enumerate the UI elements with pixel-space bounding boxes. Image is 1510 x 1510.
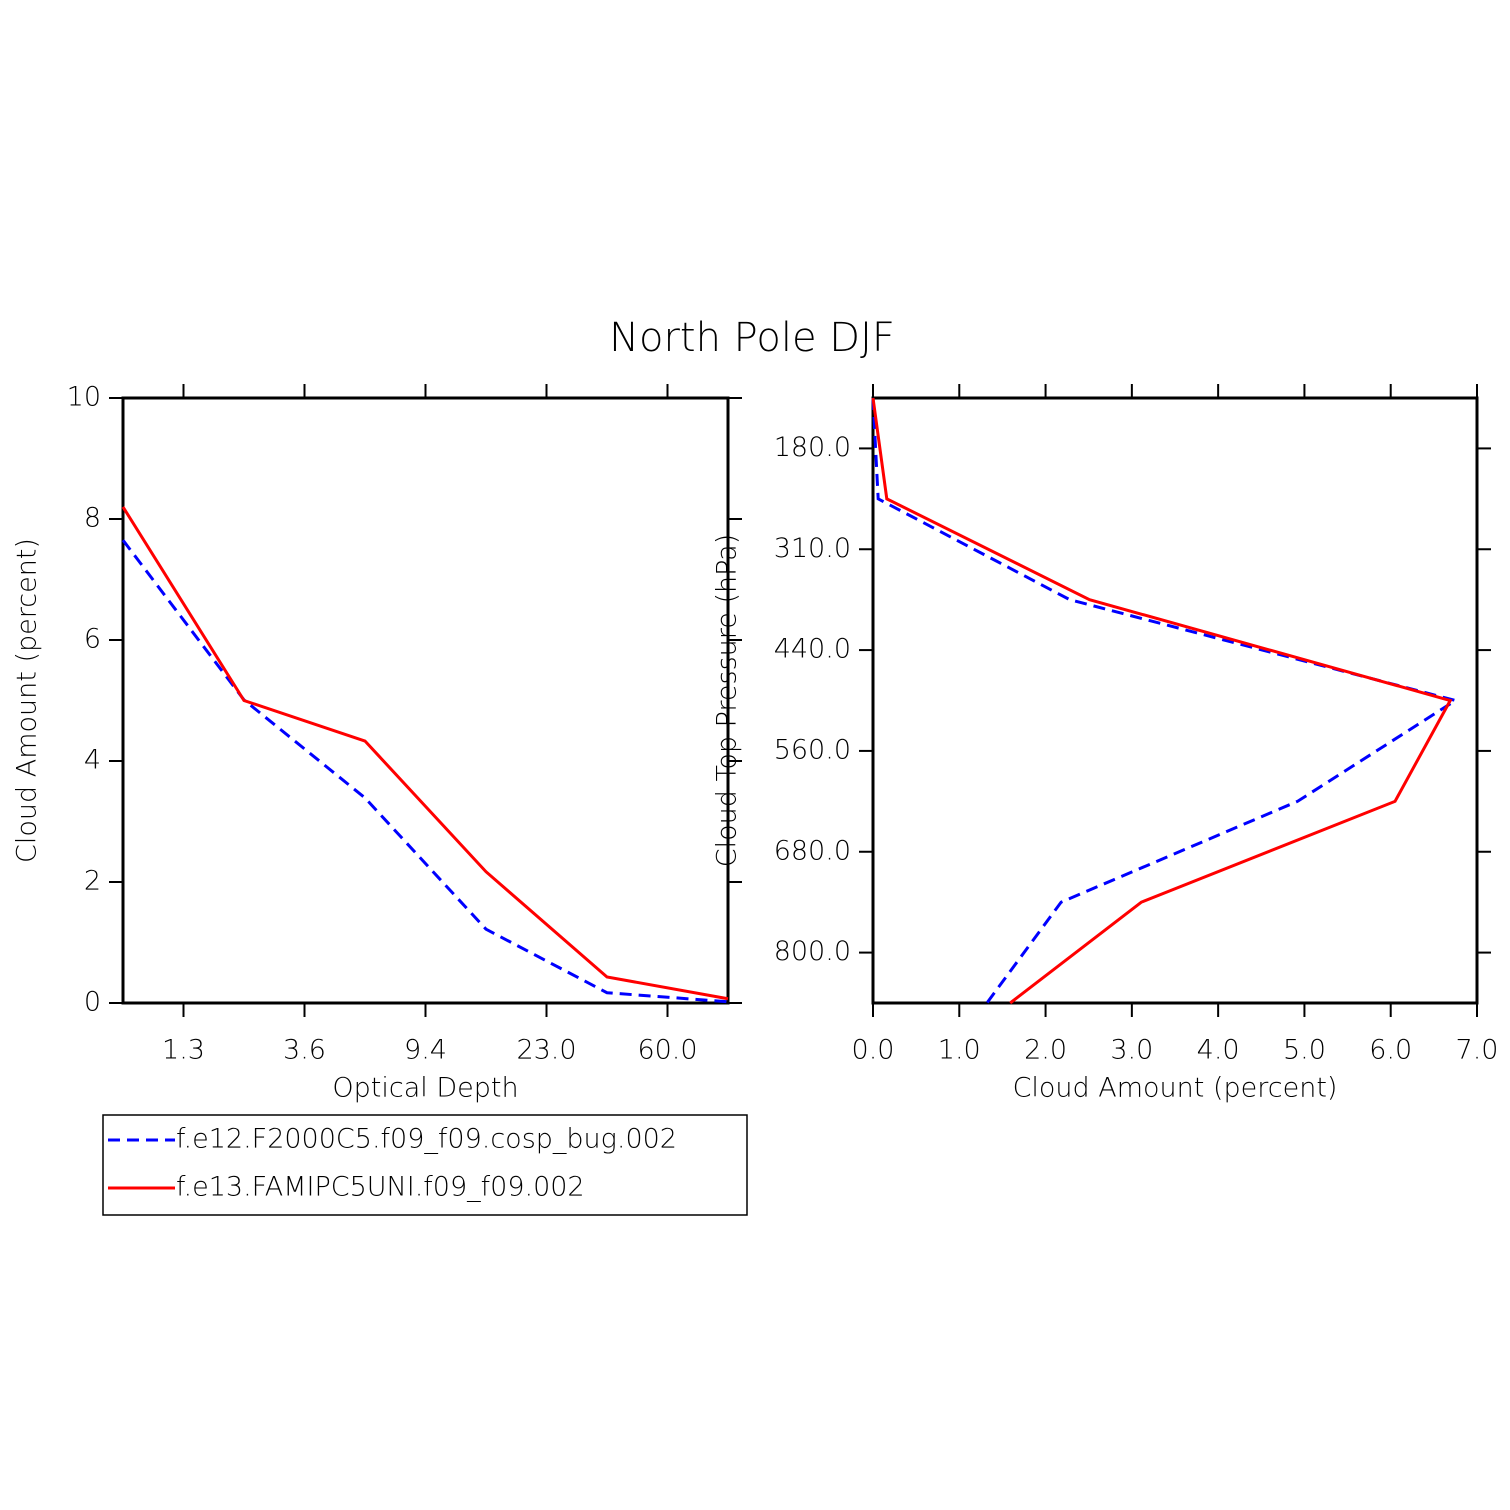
- y-tick-label: 800.0: [774, 936, 851, 967]
- series-line: [121, 506, 729, 1001]
- x-tick-label: 2.0: [1024, 1035, 1067, 1066]
- x-tick-label: 1.3: [162, 1035, 205, 1066]
- x-tick-label: 3.6: [283, 1035, 326, 1066]
- title: North Pole DJF: [609, 315, 895, 361]
- y-tick-label: 440.0: [774, 634, 851, 665]
- series-line: [871, 397, 1453, 1005]
- x-tick-label: 60.0: [637, 1035, 697, 1066]
- x-tick-label: 6.0: [1369, 1035, 1412, 1066]
- x-tick-label: 23.0: [516, 1035, 576, 1066]
- y-tick-label: 4: [84, 745, 101, 776]
- x-axis-label: Cloud Amount (percent): [1013, 1073, 1338, 1104]
- y-tick-label: 0: [84, 987, 101, 1018]
- y-tick-label: 10: [67, 382, 101, 413]
- x-tick-label: 5.0: [1283, 1035, 1326, 1066]
- x-tick-label: 1.0: [938, 1035, 981, 1066]
- legend-label: f.e12.F2000C5.f09_f09.cosp_bug.002: [176, 1124, 677, 1155]
- x-tick-label: 3.0: [1110, 1035, 1153, 1066]
- y-tick-label: 680.0: [774, 835, 851, 866]
- y-tick-label: 2: [84, 866, 101, 897]
- plot-frame: [871, 396, 1479, 1005]
- plot-frame: [121, 396, 730, 1005]
- legend-box: [102, 1114, 748, 1216]
- series-line: [121, 539, 729, 1004]
- y-tick-label: 310.0: [774, 533, 851, 564]
- x-tick-label: 7.0: [1456, 1035, 1499, 1066]
- legend-label: f.e13.FAMIPC5UNI.f09_f09.002: [176, 1172, 585, 1203]
- y-axis-label: Cloud Amount (percent): [12, 538, 43, 863]
- series-line: [871, 397, 1460, 1004]
- y-axis-label: Cloud Top Pressure (hPa): [712, 534, 743, 868]
- y-tick-label: 8: [84, 503, 101, 534]
- x-tick-label: 9.4: [404, 1035, 447, 1066]
- y-tick-label: 6: [84, 624, 101, 655]
- x-tick-label: 4.0: [1197, 1035, 1240, 1066]
- y-tick-label: 180.0: [774, 432, 851, 463]
- x-axis-label: Optical Depth: [332, 1073, 518, 1104]
- x-tick-label: 0.0: [852, 1035, 895, 1066]
- y-tick-label: 560.0: [774, 734, 851, 765]
